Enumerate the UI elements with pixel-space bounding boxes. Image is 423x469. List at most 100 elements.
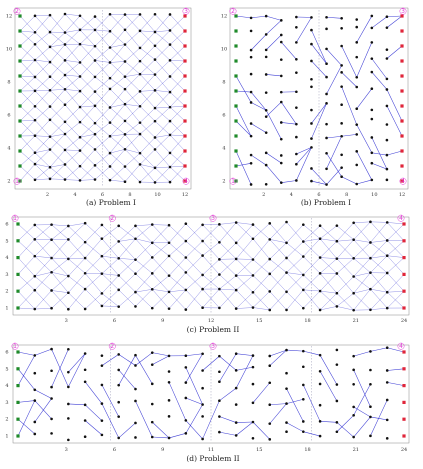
panel-b-node: [264, 182, 268, 186]
panel-a-edge: [94, 78, 111, 92]
panel-a-edge: [64, 60, 81, 77]
panel-c-y-tick: 4: [5, 255, 8, 261]
panel-b-node: [355, 18, 359, 21]
panel-c-node: [302, 273, 305, 277]
panel-a-edge: [139, 122, 156, 138]
panel-c-edge: [185, 272, 203, 290]
panel-c-node: [385, 239, 389, 242]
panel-b-edge: [311, 103, 327, 124]
panel-b-node: [249, 48, 253, 52]
panel-a-node: [93, 28, 97, 32]
panel-a-edge: [154, 120, 171, 138]
panel-c-edge: [118, 241, 136, 260]
panel-a-edge: [169, 166, 186, 182]
panel-a-edge: [109, 134, 126, 137]
panel-c-node: [83, 307, 87, 311]
panel-c-edge: [269, 221, 287, 240]
panel-a-edge: [154, 30, 171, 33]
panel-a-edge: [124, 74, 141, 90]
panel-b-edge: [250, 154, 267, 166]
panel-b-corner-label: 3: [401, 8, 405, 15]
panel-c-edge: [252, 238, 270, 260]
panel-a-edge: [19, 44, 36, 62]
panel-c-node: [33, 254, 37, 258]
panel-b-edge: [341, 86, 357, 125]
panel-b-node: [295, 57, 298, 61]
panel-c-node: [251, 274, 255, 277]
panel-c-node: [117, 240, 120, 243]
panel-d-edge: [185, 397, 203, 405]
panel-c-edge: [286, 242, 304, 257]
panel-c-edge: [152, 224, 170, 226]
panel-d-sink-node: [402, 417, 406, 421]
panel-c-edge: [202, 288, 220, 309]
panel-a-node: [63, 59, 67, 62]
panel-c-edge: [269, 273, 287, 292]
panel-c-node: [184, 239, 188, 243]
panel-a-edge: [124, 149, 141, 154]
panel-d-edge: [17, 351, 35, 356]
panel-c-sink-node: [402, 222, 406, 226]
panel-a-edge: [124, 120, 141, 135]
panel-a-edge: [139, 164, 156, 183]
panel-b-edge: [371, 137, 388, 170]
panel-c-node: [100, 272, 104, 275]
panel-d-edge: [236, 353, 253, 356]
panel-d-edge: [236, 366, 254, 371]
panel-c-edge: [34, 224, 52, 240]
panel-c-edge: [219, 222, 237, 243]
panel-d-node: [251, 420, 255, 424]
panel-b-node: [310, 122, 313, 125]
panel-a-edge: [49, 89, 66, 91]
panel-c-edge: [252, 273, 270, 293]
panel-a-edge: [64, 29, 81, 33]
panel-c-edge: [34, 272, 52, 277]
panel-a-corner-marker: [13, 177, 21, 185]
panel-c-edge: [370, 240, 388, 243]
panel-a-edge: [79, 134, 96, 138]
panel-b-node: [249, 101, 253, 104]
panel-c-corner-label: 3: [211, 215, 215, 222]
panel-a-edge: [169, 120, 186, 136]
panel-a-edge: [139, 121, 156, 135]
panel-a-node: [123, 13, 127, 16]
panel-a-node: [138, 180, 142, 184]
panel-a-node: [123, 102, 127, 106]
panel-d-edge: [168, 433, 186, 439]
panel-c-edge: [353, 258, 371, 273]
panel-c-node: [234, 274, 238, 277]
panel-a-node: [78, 28, 82, 32]
panel-d-sink-node: [402, 384, 406, 388]
panel-d-node: [218, 354, 221, 358]
panel-c-node: [285, 308, 288, 312]
panel-b-sink-node: [400, 179, 404, 183]
panel-d-node: [167, 399, 171, 402]
panel-a-edge: [124, 164, 141, 182]
panel-c-edge: [68, 257, 86, 260]
panel-a-node: [63, 120, 67, 124]
panel-d-edge: [135, 352, 153, 366]
panel-d-edge: [320, 421, 337, 423]
panel-c-edge: [236, 238, 254, 260]
panel-a-edge: [109, 179, 126, 182]
panel-a-edge: [169, 120, 186, 137]
panel-a-node: [93, 44, 97, 48]
panel-a-node: [168, 13, 172, 16]
panel-c-edge: [34, 239, 52, 257]
panel-c-edge: [336, 306, 354, 311]
panel-a-edge: [124, 73, 141, 77]
panel-a-edge: [94, 14, 111, 31]
panel-c-edge: [51, 257, 69, 277]
panel-a-nodes: [18, 12, 187, 184]
panel-c-edge: [370, 255, 388, 273]
panel-a-edge: [19, 15, 36, 32]
panel-a-edge: [94, 166, 111, 180]
panel-a-edge: [34, 136, 51, 153]
panel-b-node: [295, 71, 298, 74]
panel-c-edge: [286, 256, 304, 273]
panel-a-source-node: [18, 74, 22, 78]
panel-b-node: [355, 41, 359, 44]
panel-a-node: [93, 15, 97, 18]
panel-d-node: [251, 365, 255, 369]
panel-a-node: [33, 105, 37, 108]
